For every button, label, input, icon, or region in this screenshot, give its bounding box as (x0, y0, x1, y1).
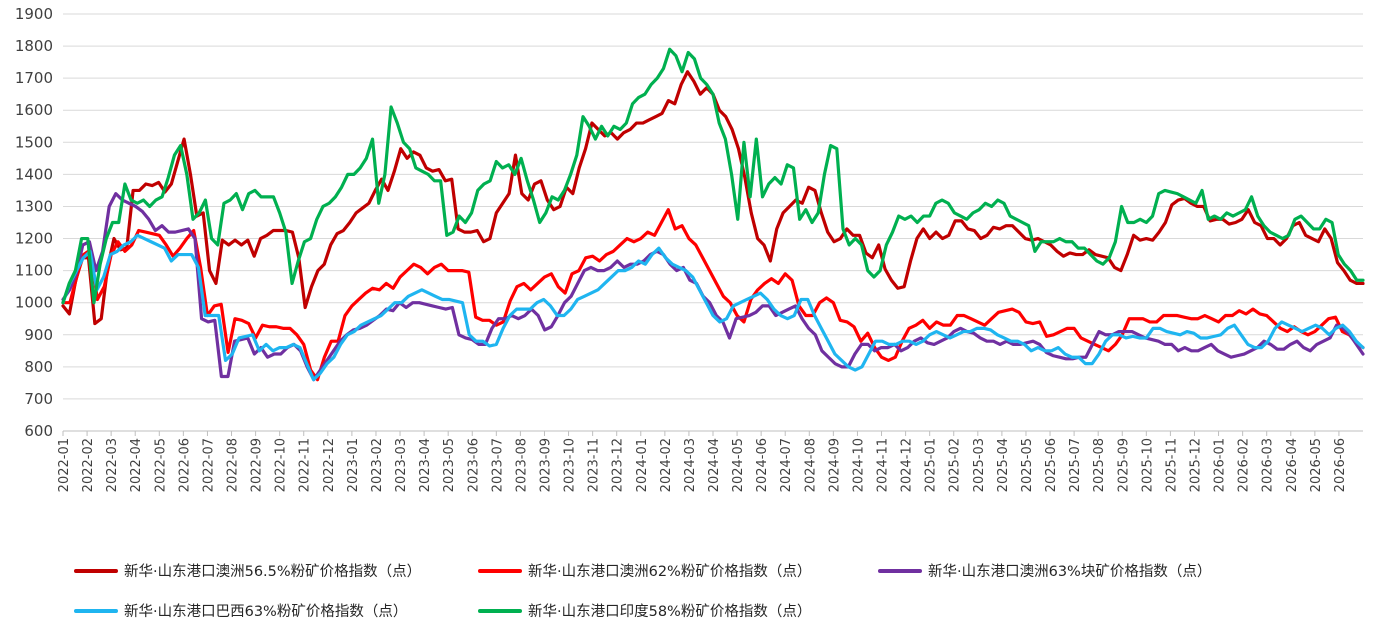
x-tick-label: 2022-05 (153, 438, 168, 492)
y-tick-label: 1700 (15, 69, 53, 87)
x-tick-label: 2022-09 (250, 438, 265, 492)
x-tick-label: 2024-07 (779, 438, 794, 492)
x-tick-label: 2024-04 (707, 438, 722, 492)
y-tick-label: 800 (24, 358, 53, 376)
x-tick-label: 2025-07 (1068, 438, 1083, 492)
x-tick-label: 2022-03 (105, 438, 120, 492)
x-tick-label: 2023-01 (346, 438, 361, 492)
x-tick-label: 2024-01 (635, 438, 650, 492)
y-tick-label: 1900 (15, 5, 53, 23)
x-tick-label: 2025-05 (1020, 438, 1035, 492)
y-tick-label: 600 (24, 422, 53, 440)
x-tick-label: 2026-03 (1261, 438, 1276, 492)
y-tick-label: 1400 (15, 165, 53, 183)
x-tick-label: 2025-01 (924, 438, 939, 492)
x-tick-label: 2024-11 (876, 438, 891, 492)
x-tick-label: 2026-05 (1309, 438, 1324, 492)
x-tick-label: 2023-05 (442, 438, 457, 492)
y-tick-label: 900 (24, 326, 53, 344)
series-line-1 (61, 70, 1365, 326)
x-tick-label: 2022-10 (274, 438, 289, 492)
x-tick-label: 2022-11 (298, 438, 313, 492)
y-tick-label: 1000 (15, 294, 53, 312)
legend: 新华·山东港口澳洲56.5%粉矿价格指数（点） 新华·山东港口澳洲62%粉矿价格指… (74, 563, 1211, 620)
y-axis-tick-labels: 600 700 800 900 1000 1100 1200 1300 1400 1500 1600… (15, 5, 53, 440)
y-tick-label: 700 (24, 390, 53, 408)
x-tick-label: 2024-12 (900, 438, 915, 492)
legend-label-2: 新华·山东港口澳洲62%粉矿价格指数（点） (528, 563, 811, 580)
x-tick-label: 2023-06 (466, 438, 481, 492)
legend-label-4: 新华·山东港口巴西63%粉矿价格指数（点） (124, 603, 407, 620)
x-tick-label: 2023-12 (611, 438, 626, 492)
y-tick-label: 1300 (15, 197, 53, 215)
x-tick-label: 2023-07 (490, 438, 505, 492)
x-tick-label: 2023-11 (587, 438, 602, 492)
series-line-5 (61, 47, 1365, 305)
legend-label-3: 新华·山东港口澳洲63%块矿价格指数（点） (928, 563, 1211, 580)
y-tick-label: 1500 (15, 133, 53, 151)
x-tick-label: 2024-05 (731, 438, 746, 492)
series-line-3 (61, 192, 1365, 382)
x-tick-label: 2022-12 (322, 438, 337, 492)
x-tick-label: 2022-06 (177, 438, 192, 492)
x-tick-label: 2024-06 (755, 438, 770, 492)
x-tick-label: 2022-08 (226, 438, 241, 492)
x-tick-label: 2025-02 (948, 438, 963, 492)
series-line-4 (61, 233, 1365, 382)
x-tick-label: 2022-04 (129, 438, 144, 492)
x-tick-label: 2025-09 (1116, 438, 1131, 492)
x-axis: 2022-01 2022-02 2022-03 2022-04 2022-05 2022-… (57, 430, 1363, 492)
y-tick-label: 1800 (15, 37, 53, 55)
x-tick-label: 2022-02 (81, 438, 96, 492)
x-tick-label: 2026-02 (1237, 438, 1252, 492)
x-tick-label: 2022-01 (57, 438, 72, 492)
legend-label-5: 新华·山东港口印度58%粉矿价格指数（点） (528, 603, 811, 620)
x-tick-label: 2023-02 (370, 438, 385, 492)
x-tick-label: 2025-08 (1092, 438, 1107, 492)
y-tick-label: 1100 (15, 262, 53, 280)
x-tick-label: 2024-09 (827, 438, 842, 492)
x-tick-label: 2026-01 (1213, 438, 1228, 492)
x-tick-label: 2023-03 (394, 438, 409, 492)
x-tick-label: 2024-03 (683, 438, 698, 492)
x-tick-label: 2025-03 (972, 438, 987, 492)
x-tick-label: 2025-06 (1044, 438, 1059, 492)
x-tick-label: 2025-12 (1188, 438, 1203, 492)
y-tick-label: 1200 (15, 230, 53, 248)
x-tick-label: 2026-04 (1285, 438, 1300, 492)
series-line-2 (61, 208, 1365, 382)
x-tick-label: 2025-04 (996, 438, 1011, 492)
x-tick-label: 2023-04 (418, 438, 433, 492)
x-tick-label: 2025-11 (1164, 438, 1179, 492)
x-tick-label: 2024-02 (659, 438, 674, 492)
x-tick-label: 2024-10 (851, 438, 866, 492)
series-lines (61, 47, 1365, 382)
x-tick-label: 2023-08 (514, 438, 529, 492)
x-tick-label: 2022-07 (201, 438, 216, 492)
x-tick-label: 2023-10 (563, 438, 578, 492)
x-tick-label: 2026-06 (1333, 438, 1348, 492)
x-tick-label: 2023-09 (538, 438, 553, 492)
legend-label-1: 新华·山东港口澳洲56.5%粉矿价格指数（点） (124, 563, 421, 580)
grid-lines (63, 13, 1363, 400)
y-tick-label: 1600 (15, 101, 53, 119)
x-tick-label: 2025-10 (1140, 438, 1155, 492)
x-tick-label: 2024-08 (803, 438, 818, 492)
